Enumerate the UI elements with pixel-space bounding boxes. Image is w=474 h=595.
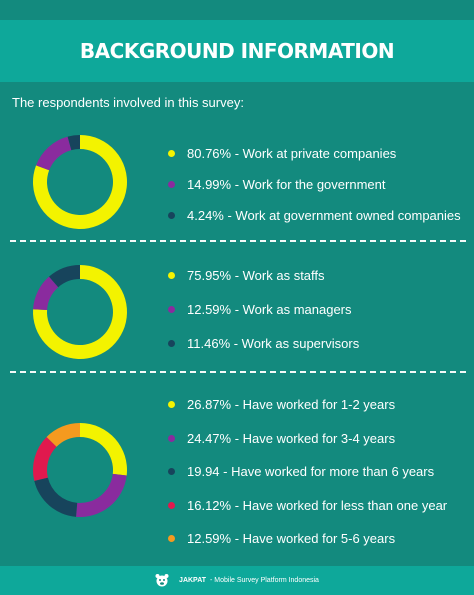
donut-slice	[33, 135, 127, 229]
legend-label: 12.59% - Work as managers	[187, 301, 352, 317]
legend-label: 24.47% - Have worked for 3-4 years	[187, 430, 396, 446]
legend-dot-navy	[168, 339, 175, 347]
legend-label: 4.24% - Work at government owned compani…	[187, 208, 461, 223]
donut-slice	[76, 473, 127, 517]
donut-slice	[33, 276, 59, 311]
legend-dot-purple	[168, 181, 175, 188]
legend-item: 16.12% - Have worked for less than one y…	[168, 489, 447, 523]
legend-company-type: 80.76% - Work at private companies 14.99…	[168, 138, 461, 231]
legend-item: 19.94 - Have worked for more than 6 year…	[168, 455, 447, 489]
donut-slice	[46, 423, 80, 447]
legend-dot-orange	[168, 535, 175, 543]
legend-item: 11.46% - Work as supervisors	[168, 326, 359, 360]
title-banner: BACKGROUND INFORMATION	[0, 20, 474, 82]
legend-work-experience: 26.87% - Have worked for 1-2 years 24.47…	[168, 388, 447, 556]
legend-dot-navy	[168, 212, 175, 219]
donut-slice	[32, 265, 127, 359]
donut-slice	[49, 265, 80, 288]
donut-chart-job-position	[32, 265, 127, 359]
section-divider	[10, 371, 466, 373]
donut-slice	[36, 136, 72, 171]
legend-label: 11.46% - Work as supervisors	[187, 335, 360, 351]
legend-label: 14.99% - Work for the government	[187, 177, 386, 192]
footer-brand: JAKPAT	[179, 577, 207, 584]
legend-label: 26.87% - Have worked for 1-2 years	[187, 397, 396, 413]
donut-slice	[80, 423, 128, 476]
legend-dot-red	[168, 501, 175, 509]
legend-label: 80.76% - Work at private companies	[187, 146, 397, 161]
donut-slice	[34, 477, 78, 517]
legend-item: 24.47% - Have worked for 3-4 years	[168, 422, 447, 456]
legend-job-position: 75.95% - Work as staffs 12.59% - Work as…	[168, 258, 359, 360]
donut-chart-company-type	[33, 135, 127, 229]
legend-dot-yellow	[168, 271, 175, 279]
footer-tagline: - Mobile Survey Platform Indonesia	[210, 577, 319, 584]
page-title: BACKGROUND INFORMATION	[79, 39, 395, 63]
jakpat-logo-icon	[155, 573, 169, 586]
intro-text: The respondents involved in this survey:	[12, 95, 244, 110]
legend-item: 26.87% - Have worked for 1-2 years	[168, 388, 447, 422]
legend-dot-yellow	[168, 150, 175, 157]
legend-item: 14.99% - Work for the government	[168, 169, 461, 200]
donut-slice	[67, 135, 80, 151]
section-divider	[10, 240, 466, 242]
legend-item: 80.76% - Work at private companies	[168, 138, 461, 169]
donut-slice	[33, 436, 57, 481]
footer-bar: JAKPAT - Mobile Survey Platform Indonesi…	[0, 566, 474, 595]
legend-label: 12.59% - Have worked for 5-6 years	[187, 531, 396, 547]
legend-item: 4.24% - Work at government owned compani…	[168, 200, 461, 231]
legend-label: 19.94 - Have worked for more than 6 year…	[187, 464, 435, 480]
legend-item: 75.95% - Work as staffs	[168, 258, 359, 292]
legend-label: 16.12% - Have worked for less than one y…	[187, 497, 448, 513]
legend-label: 75.95% - Work as staffs	[187, 267, 325, 283]
legend-dot-navy	[168, 468, 175, 476]
legend-dot-purple	[168, 434, 175, 442]
legend-item: 12.59% - Work as managers	[168, 292, 359, 326]
legend-item: 12.59% - Have worked for 5-6 years	[168, 522, 447, 556]
legend-dot-purple	[168, 305, 175, 313]
donut-chart-work-experience	[33, 423, 128, 517]
legend-dot-yellow	[168, 401, 175, 409]
